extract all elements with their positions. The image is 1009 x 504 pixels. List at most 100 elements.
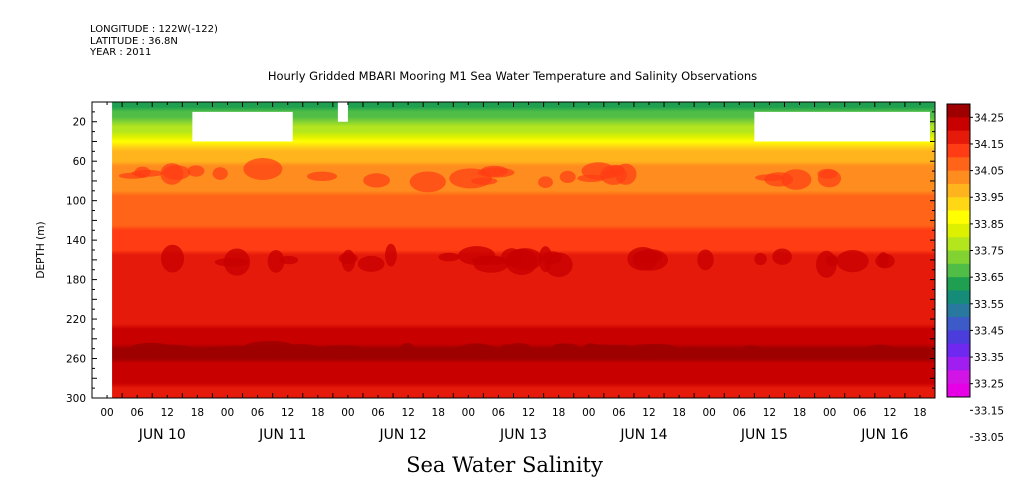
x-tick-label: 06 — [251, 407, 265, 419]
salinity-patch — [256, 344, 272, 351]
x-day-label: JUN 15 — [740, 427, 788, 443]
x-tick-label: 12 — [281, 407, 294, 419]
salinity-patch — [243, 158, 283, 180]
salinity-patch — [438, 252, 460, 262]
y-tick-label: 220 — [66, 314, 86, 326]
x-day-label: JUN 10 — [138, 427, 186, 443]
x-day-label: JUN 13 — [499, 427, 547, 443]
salinity-patch — [399, 343, 416, 357]
colorbar-swatch — [947, 383, 970, 398]
colorbar-swatch — [947, 223, 970, 238]
salinity-patch — [605, 344, 636, 352]
x-tick-label: 06 — [853, 407, 867, 419]
salinity-patch — [184, 349, 201, 357]
colorbar-swatch — [947, 210, 970, 225]
x-day-label: JUN 14 — [619, 427, 667, 443]
salinity-patch — [528, 349, 578, 357]
y-tick-label: 60 — [73, 156, 86, 168]
salinity-patch — [600, 165, 628, 185]
colorbar-label: 33.15 — [974, 405, 1004, 417]
x-tick-label: 06 — [612, 407, 626, 419]
colorbar-swatch — [947, 104, 970, 118]
colorbar-swatch — [947, 170, 970, 185]
x-tick-label: 12 — [642, 407, 655, 419]
x-day-label: JUN 12 — [379, 427, 427, 443]
salinity-patch — [500, 344, 513, 357]
salinity-patch — [817, 169, 842, 188]
latitude-label: LATITUDE : 36.8N — [90, 35, 178, 47]
salinity-patch — [306, 171, 338, 181]
salinity-patch — [341, 249, 356, 272]
colorbar-label: 33.95 — [974, 192, 1004, 204]
salinity-patch — [637, 346, 661, 360]
salinity-patch — [477, 167, 515, 178]
colorbar-swatch — [947, 370, 970, 385]
x-tick-label: 18 — [793, 407, 806, 419]
salinity-patch — [187, 165, 205, 177]
salinity-patch — [161, 244, 184, 273]
salinity-patch — [559, 170, 576, 183]
colorbar-label: 33.85 — [974, 219, 1004, 231]
colorbar-label: 34.25 — [974, 112, 1004, 124]
colorbar-swatch — [947, 357, 970, 371]
metadata-block: LONGITUDE : 122W(-122) LATITUDE : 36.8N … — [90, 24, 218, 59]
salinity-patch — [538, 176, 553, 188]
salinity-patch — [471, 255, 507, 266]
x-tick-label: 00 — [100, 407, 113, 419]
chart-title: Hourly Gridded MBARI Mooring M1 Sea Wate… — [267, 69, 758, 83]
salinity-patch — [279, 344, 322, 356]
x-tick-label: 18 — [191, 407, 204, 419]
y-tick-label: 260 — [66, 354, 86, 366]
x-tick-label: 18 — [311, 407, 324, 419]
salinity-patch — [741, 345, 761, 352]
colorbar-label: 33.35 — [974, 352, 1004, 364]
salinity-patch — [755, 174, 785, 182]
x-tick-label: 06 — [130, 407, 144, 419]
salinity-patch — [385, 243, 397, 267]
x-tick-label: 00 — [582, 407, 595, 419]
salinity-patch — [458, 343, 495, 357]
colorbar-label: 33.25 — [974, 379, 1004, 391]
colorbar-swatch — [947, 303, 970, 318]
colorbar-swatch — [947, 250, 970, 265]
x-tick-label: 18 — [432, 407, 445, 419]
colorbar-label: 33.65 — [974, 272, 1004, 284]
colorbar-label: 34.05 — [974, 166, 1004, 178]
colorbar-swatch — [947, 330, 970, 345]
salinity-patch — [681, 347, 706, 356]
x-tick-label: 12 — [763, 407, 776, 419]
salinity-patch — [129, 342, 173, 355]
y-tick-label: 180 — [66, 275, 86, 287]
salinity-patch — [506, 343, 531, 353]
colorbar-swatch — [947, 117, 970, 132]
colorbar-label: 34.15 — [974, 139, 1004, 151]
missing-data-region — [192, 111, 293, 142]
salinity-patch — [363, 173, 390, 188]
y-tick-label: 140 — [66, 235, 86, 247]
colorbar-label: 33.55 — [974, 299, 1004, 311]
salinity-patch — [204, 348, 256, 357]
y-axis-title: DEPTH (m) — [35, 221, 47, 278]
x-tick-label: 18 — [913, 407, 926, 419]
x-tick-label: 00 — [341, 407, 354, 419]
colorbar-swatch — [947, 317, 970, 331]
x-tick-label: 18 — [552, 407, 565, 419]
colorbar-swatch — [947, 290, 970, 305]
x-tick-label: 00 — [823, 407, 836, 419]
salinity-patch — [816, 250, 837, 278]
x-tick-label: 00 — [703, 407, 716, 419]
colorbar-swatch — [947, 157, 970, 171]
colorbar-swatch — [947, 263, 970, 278]
colorbar-swatch — [947, 277, 970, 291]
year-label: YEAR : 2011 — [90, 47, 152, 58]
y-tick-label: 20 — [73, 117, 86, 129]
colorbar-swatch — [947, 130, 970, 145]
x-tick-label: 00 — [462, 407, 475, 419]
y-tick-label: 100 — [66, 196, 86, 208]
salinity-patch — [542, 251, 563, 264]
colorbar-swatch — [947, 143, 970, 158]
salinity-patch — [501, 248, 523, 267]
salinity-patch — [754, 252, 767, 266]
colorbar-label: 33.05 — [974, 432, 1004, 444]
